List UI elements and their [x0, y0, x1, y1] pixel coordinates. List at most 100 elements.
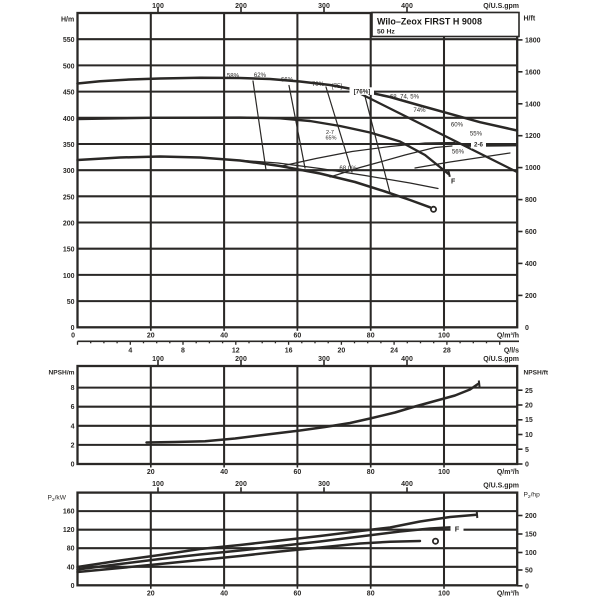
svg-text:20: 20 [147, 591, 155, 598]
svg-text:P2/kW: P2/kW [48, 494, 67, 503]
svg-text:40: 40 [67, 564, 75, 571]
svg-text:1400: 1400 [525, 101, 541, 108]
svg-text:Q/l/s: Q/l/s [504, 347, 519, 354]
svg-text:60: 60 [294, 591, 302, 598]
svg-text:200: 200 [63, 221, 75, 228]
svg-text:400: 400 [401, 3, 413, 10]
svg-text:20: 20 [147, 333, 155, 340]
svg-text:0: 0 [525, 462, 529, 469]
svg-text:80: 80 [67, 546, 75, 553]
svg-text:100: 100 [525, 550, 537, 557]
svg-text:8: 8 [71, 385, 75, 392]
svg-text:150: 150 [63, 247, 75, 254]
svg-text:1600: 1600 [525, 69, 541, 76]
svg-text:16: 16 [285, 347, 293, 354]
svg-text:80: 80 [367, 333, 375, 340]
svg-text:Q/U.S.gpm: Q/U.S.gpm [483, 3, 519, 10]
svg-text:56%: 56% [452, 149, 465, 156]
svg-text:0: 0 [71, 462, 75, 469]
svg-text:1800: 1800 [525, 37, 541, 44]
svg-text:300: 300 [318, 356, 330, 363]
svg-text:40: 40 [220, 469, 228, 476]
svg-text:62%: 62% [254, 72, 267, 79]
svg-text:68,0%: 68,0% [339, 165, 357, 172]
svg-text:2-6: 2-6 [474, 142, 484, 149]
svg-text:Wilo–Zeox FIRST H 9008: Wilo–Zeox FIRST H 9008 [377, 16, 482, 26]
svg-text:[76%]: [76%] [354, 89, 371, 96]
svg-text:F: F [451, 179, 456, 186]
svg-text:20: 20 [147, 469, 155, 476]
svg-text:4: 4 [128, 347, 132, 354]
svg-text:400: 400 [525, 261, 537, 268]
svg-text:20: 20 [525, 403, 533, 410]
svg-text:100: 100 [63, 273, 75, 280]
svg-text:Q/U.S.gpm: Q/U.S.gpm [483, 356, 519, 363]
svg-text:400: 400 [63, 116, 75, 123]
svg-text:P2/hp: P2/hp [524, 491, 541, 500]
svg-text:55%: 55% [470, 131, 483, 138]
svg-text:1200: 1200 [525, 133, 541, 140]
svg-text:800: 800 [525, 197, 537, 204]
svg-text:10: 10 [525, 432, 533, 439]
svg-text:50: 50 [525, 568, 533, 575]
svg-text:40: 40 [220, 591, 228, 598]
svg-text:450: 450 [63, 90, 75, 97]
svg-text:100: 100 [152, 3, 164, 10]
svg-text:400: 400 [401, 356, 413, 363]
svg-text:100: 100 [438, 469, 450, 476]
svg-text:600: 600 [525, 229, 537, 236]
svg-text:H/ft: H/ft [524, 16, 536, 23]
svg-text:500: 500 [63, 63, 75, 70]
svg-text:100: 100 [438, 591, 450, 598]
svg-text:100: 100 [152, 356, 164, 363]
svg-text:250: 250 [63, 194, 75, 201]
svg-text:20: 20 [338, 347, 346, 354]
svg-text:0: 0 [71, 583, 75, 590]
svg-text:74%: 74% [413, 107, 426, 114]
svg-text:50: 50 [67, 299, 75, 306]
svg-text:24: 24 [390, 347, 398, 354]
svg-text:400: 400 [401, 481, 413, 488]
svg-text:70%: 70% [312, 81, 325, 88]
svg-text:80: 80 [367, 591, 375, 598]
svg-text:58%: 58% [227, 73, 240, 80]
svg-text:8: 8 [181, 347, 185, 354]
svg-text:5: 5 [525, 447, 529, 454]
svg-text:0: 0 [71, 325, 75, 332]
svg-text:68, 74, 5%: 68, 74, 5% [390, 94, 420, 101]
svg-text:0: 0 [525, 583, 529, 590]
svg-text:200: 200 [525, 293, 537, 300]
svg-text:120: 120 [63, 527, 75, 534]
svg-text:15: 15 [525, 417, 533, 424]
svg-text:Q/m³/h: Q/m³/h [497, 333, 519, 340]
svg-text:100: 100 [152, 481, 164, 488]
svg-text:NPSH/m: NPSH/m [49, 370, 75, 377]
svg-text:60%: 60% [451, 122, 464, 129]
svg-text:[75]: [75] [332, 83, 342, 90]
svg-text:60: 60 [294, 333, 302, 340]
svg-text:300: 300 [318, 3, 330, 10]
svg-text:12: 12 [232, 347, 240, 354]
svg-text:H/m: H/m [61, 17, 74, 24]
svg-text:Q/m³/h: Q/m³/h [497, 469, 519, 476]
svg-text:550: 550 [63, 37, 75, 44]
svg-text:60: 60 [294, 469, 302, 476]
svg-text:200: 200 [235, 3, 247, 10]
svg-text:4: 4 [71, 423, 75, 430]
svg-text:80: 80 [367, 469, 375, 476]
svg-text:66%: 66% [281, 77, 294, 84]
svg-text:300: 300 [63, 168, 75, 175]
svg-text:6: 6 [71, 404, 75, 411]
svg-text:65%: 65% [325, 136, 336, 142]
svg-text:200: 200 [235, 481, 247, 488]
svg-text:2: 2 [71, 442, 75, 449]
svg-text:300: 300 [318, 481, 330, 488]
svg-text:160: 160 [63, 509, 75, 516]
svg-text:0: 0 [71, 333, 75, 340]
svg-text:2-7: 2-7 [326, 130, 334, 136]
svg-text:28: 28 [443, 347, 451, 354]
svg-text:Q/m³/h: Q/m³/h [497, 591, 519, 598]
svg-text:50 Hz: 50 Hz [377, 29, 395, 36]
svg-text:200: 200 [525, 513, 537, 520]
svg-text:Q/U.S.gpm: Q/U.S.gpm [483, 483, 519, 490]
